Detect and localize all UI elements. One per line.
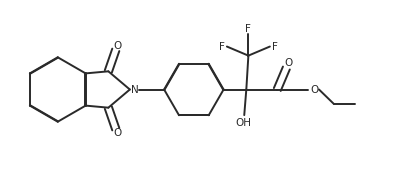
Text: F: F <box>246 24 251 34</box>
Text: O: O <box>114 128 122 138</box>
Text: F: F <box>219 42 225 52</box>
Text: O: O <box>285 58 293 68</box>
Text: OH: OH <box>236 118 251 128</box>
Text: F: F <box>272 42 278 52</box>
Text: O: O <box>310 84 318 95</box>
Text: N: N <box>131 84 139 95</box>
Text: O: O <box>114 41 122 51</box>
